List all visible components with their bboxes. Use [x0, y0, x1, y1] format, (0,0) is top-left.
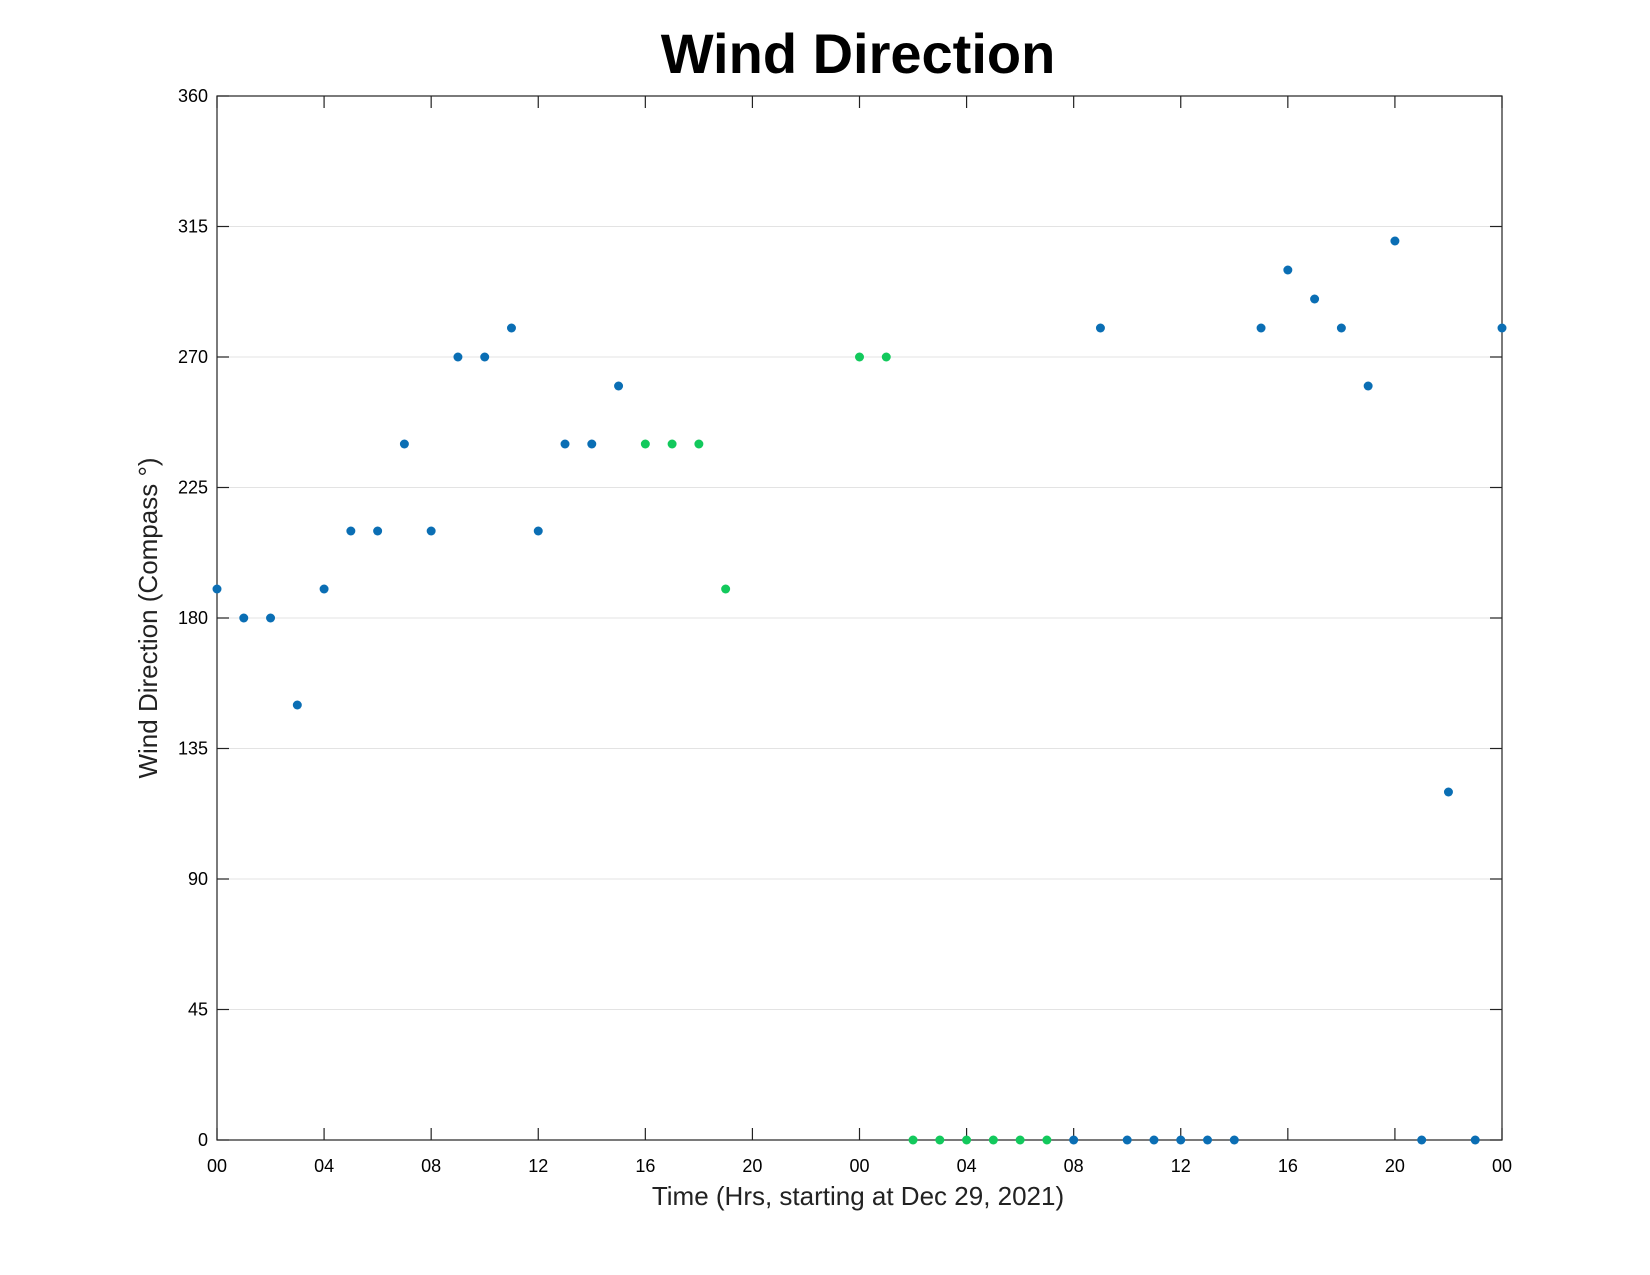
data-point-series-2 — [694, 439, 704, 449]
x-tick-label: 16 — [635, 1156, 655, 1176]
x-tick-label: 08 — [1064, 1156, 1084, 1176]
y-tick-label: 0 — [198, 1130, 208, 1150]
x-tick-label: 00 — [1492, 1156, 1512, 1176]
data-point-series-2 — [908, 1135, 918, 1145]
y-tick-label: 45 — [188, 1000, 208, 1020]
data-point-series-1 — [506, 323, 516, 333]
data-point-series-1 — [1283, 265, 1293, 275]
data-point-series-2 — [881, 352, 891, 362]
data-point-series-1 — [1095, 323, 1105, 333]
x-tick-label: 08 — [421, 1156, 441, 1176]
data-point-series-1 — [1390, 236, 1400, 246]
data-point-series-2 — [935, 1135, 945, 1145]
x-axis-label: Time (Hrs, starting at Dec 29, 2021) — [652, 1181, 1064, 1211]
data-point-series-2 — [855, 352, 864, 362]
data-point-series-1 — [1417, 1135, 1427, 1145]
data-point-series-1 — [1149, 1135, 1159, 1145]
y-tick-label: 225 — [178, 478, 208, 498]
data-point-series-1 — [399, 439, 409, 449]
data-points — [212, 236, 1507, 1145]
y-tick-label: 315 — [178, 217, 208, 237]
data-point-series-2 — [667, 439, 677, 449]
y-tick-label: 180 — [178, 608, 208, 628]
data-point-series-1 — [1176, 1135, 1186, 1145]
data-point-series-1 — [1363, 381, 1373, 391]
data-point-series-1 — [1310, 294, 1320, 304]
x-tick-label: 16 — [1278, 1156, 1298, 1176]
x-tick-label: 00 — [207, 1156, 227, 1176]
data-point-series-2 — [640, 439, 650, 449]
data-point-series-1 — [533, 526, 543, 536]
data-point-series-1 — [373, 526, 383, 536]
data-point-series-1 — [346, 526, 356, 536]
data-point-series-1 — [292, 700, 302, 710]
x-tick-label: 12 — [1171, 1156, 1191, 1176]
y-tick-label: 360 — [178, 86, 208, 106]
data-point-series-2 — [1042, 1135, 1052, 1145]
data-point-series-1 — [426, 526, 436, 536]
data-point-series-1 — [587, 439, 597, 449]
data-point-series-1 — [1256, 323, 1266, 333]
x-tick-label: 04 — [957, 1156, 977, 1176]
y-axis-ticks: 0 45 90 135 180 225 270 315 360 — [178, 86, 1502, 1150]
data-point-series-2 — [988, 1135, 998, 1145]
x-tick-label: 20 — [1385, 1156, 1405, 1176]
y-tick-label: 270 — [178, 347, 208, 367]
data-point-series-1 — [212, 584, 222, 594]
data-point-series-1 — [614, 381, 624, 391]
x-tick-label: 12 — [528, 1156, 548, 1176]
data-point-series-1 — [1203, 1135, 1213, 1145]
data-point-series-2 — [962, 1135, 972, 1145]
data-point-series-1 — [1443, 787, 1453, 797]
data-point-series-1 — [1069, 1135, 1079, 1145]
data-point-series-1 — [560, 439, 570, 449]
data-point-series-1 — [266, 613, 276, 623]
data-point-series-1 — [1229, 1135, 1239, 1145]
x-axis-ticks: 00 04 08 12 16 20 00 04 08 12 16 20 00 — [207, 96, 1512, 1176]
data-point-series-1 — [1497, 323, 1507, 333]
grid-lines — [217, 226, 1502, 1010]
data-point-series-1 — [480, 352, 490, 362]
data-point-series-2 — [721, 584, 731, 594]
y-tick-label: 90 — [188, 869, 208, 889]
y-axis-label: Wind Direction (Compass °) — [133, 457, 163, 778]
x-tick-label: 00 — [849, 1156, 869, 1176]
data-point-series-2 — [1015, 1135, 1025, 1145]
x-tick-label: 20 — [742, 1156, 762, 1176]
data-point-series-1 — [453, 352, 463, 362]
data-point-series-1 — [1336, 323, 1346, 333]
data-point-series-1 — [1470, 1135, 1480, 1145]
data-point-series-1 — [239, 613, 249, 623]
data-point-series-1 — [1122, 1135, 1132, 1145]
chart-title: Wind Direction — [661, 22, 1056, 85]
y-tick-label: 135 — [178, 739, 208, 759]
x-tick-label: 04 — [314, 1156, 334, 1176]
data-point-series-1 — [319, 584, 329, 594]
